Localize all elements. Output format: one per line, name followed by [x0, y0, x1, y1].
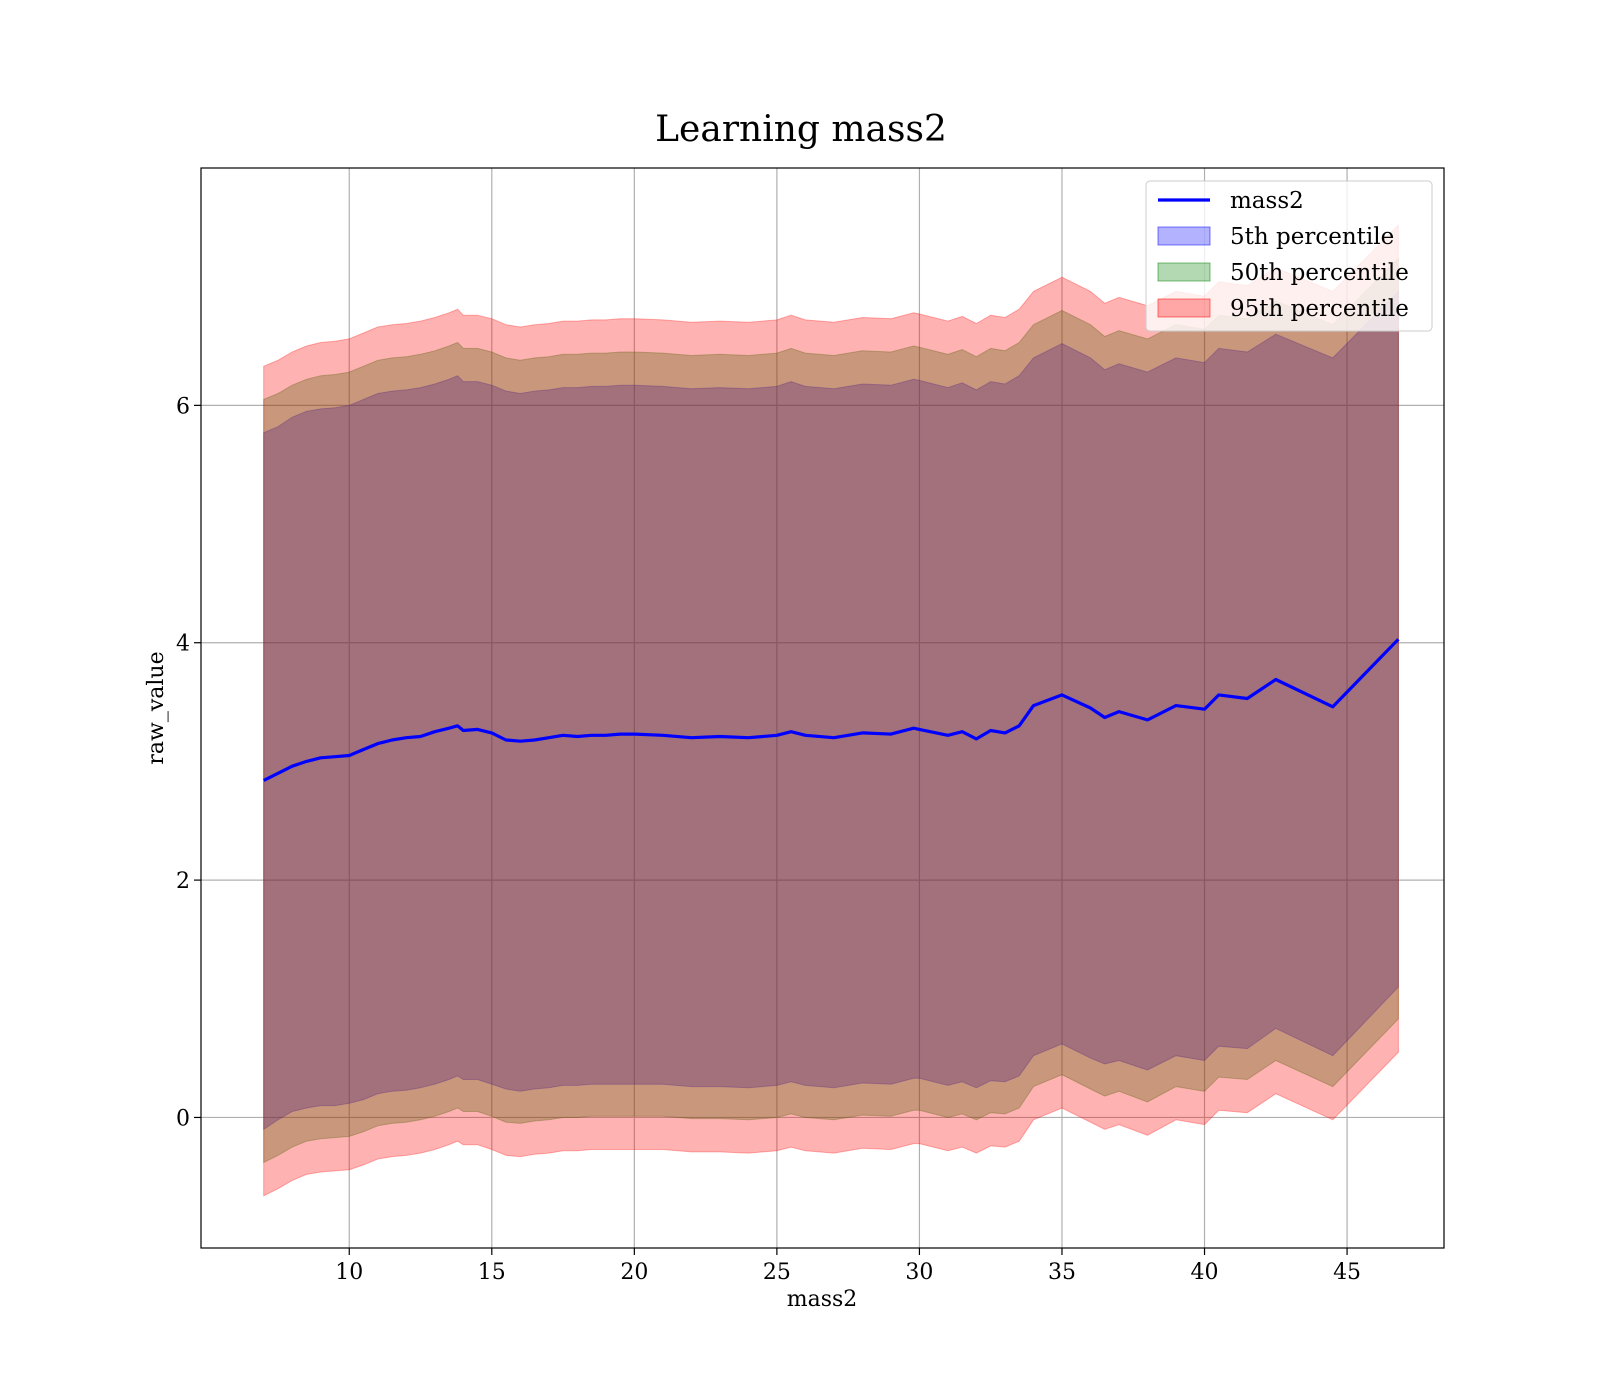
y-tick-label: 0	[176, 1106, 190, 1131]
x-tick-label: 15	[478, 1260, 506, 1285]
x-tick-label: 30	[905, 1260, 933, 1285]
series-lines	[262, 638, 1400, 782]
grid	[201, 168, 1444, 1248]
legend: mass2 5th percentile 50th percentile 95th p…	[1145, 180, 1433, 332]
x-tick-label: 25	[763, 1260, 791, 1285]
legend-patch-swatch	[1157, 226, 1211, 246]
legend-frame	[1145, 180, 1433, 332]
y-tick-label: 4	[176, 632, 190, 657]
percentile-bands	[263, 223, 1399, 1197]
x-tick-label: 45	[1333, 1260, 1361, 1285]
legend-label: mass2	[1230, 188, 1304, 214]
band-2	[263, 256, 1399, 1164]
chart-title: Learning mass2	[655, 109, 947, 150]
band-3	[263, 223, 1399, 1197]
x-axis-label: mass2	[787, 1287, 858, 1312]
legend-patch-swatch	[1157, 262, 1211, 282]
series-line-mass2	[262, 638, 1400, 782]
x-tick-label: 20	[620, 1260, 648, 1285]
band-1	[263, 290, 1399, 1131]
y-axis-label: raw_value	[144, 651, 169, 764]
plot-frame	[200, 167, 1445, 1249]
legend-label: 95th percentile	[1230, 296, 1409, 322]
legend-label: 5th percentile	[1230, 224, 1394, 250]
x-tick-label: 35	[1048, 1260, 1076, 1285]
legend-patch-swatch	[1157, 298, 1211, 318]
axis-ticks: 10 15 20 25 30 35 40 45 0 2 4 6	[176, 394, 1361, 1285]
x-tick-label: 10	[335, 1260, 363, 1285]
y-tick-label: 6	[176, 394, 190, 419]
x-tick-label: 40	[1191, 1260, 1219, 1285]
y-tick-label: 2	[176, 869, 190, 894]
legend-label: 50th percentile	[1230, 260, 1409, 286]
